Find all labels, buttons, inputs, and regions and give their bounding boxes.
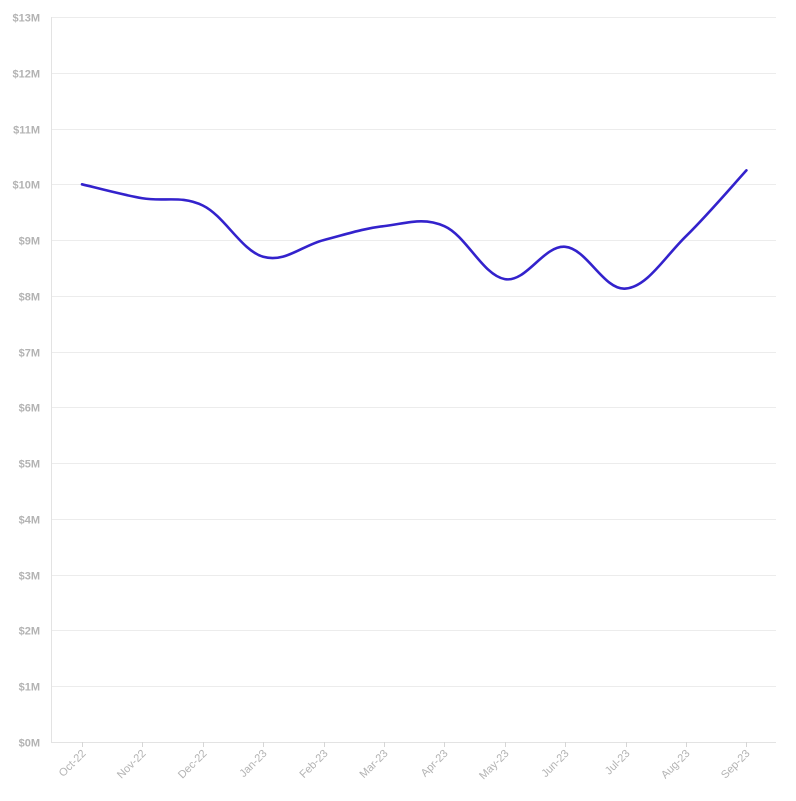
y-tick-label: $9M <box>19 236 40 248</box>
y-tick-label: $8M <box>19 292 40 304</box>
grid-layer <box>51 17 776 687</box>
y-axis-labels: $0M $1M $2M $3M $4M $5M $6M $7M $8M $9M $10M $11M $1… <box>12 13 40 750</box>
x-tick-label: Aug-23 <box>659 748 693 782</box>
y-tick-label: $6M <box>19 403 40 415</box>
series-line <box>80 169 748 290</box>
x-tick-label: May-23 <box>477 748 511 782</box>
y-tick-label: $1M <box>19 682 40 694</box>
y-tick-label: $7M <box>19 348 40 360</box>
y-tick-label: $2M <box>19 626 40 638</box>
x-tick-label: Sep-23 <box>719 748 753 782</box>
x-tick-label: Mar-23 <box>357 748 390 781</box>
y-tick-label: $3M <box>19 571 40 583</box>
x-tick-label: Apr-23 <box>419 748 451 780</box>
x-tick-label: Nov-22 <box>115 748 149 782</box>
y-tick-label: $4M <box>19 515 40 527</box>
y-tick-label: $5M <box>19 459 40 471</box>
x-tick-label: Oct-22 <box>57 748 89 780</box>
series-layer <box>80 169 748 290</box>
x-tick-label: Jan-23 <box>237 748 269 780</box>
x-tick-label: Jul-23 <box>603 748 633 778</box>
x-axis-labels: Oct-22 Nov-22 Dec-22 Jan-23 Feb-23 Mar-23 Apr-… <box>57 748 753 782</box>
x-tick-label: Feb-23 <box>297 748 330 781</box>
y-tick-label: $0M <box>19 738 40 750</box>
y-tick-label: $13M <box>12 13 40 25</box>
y-tick-label: $10M <box>12 180 40 192</box>
x-tick-label: Dec-22 <box>176 748 210 782</box>
x-tick-label: Jun-23 <box>539 748 571 780</box>
y-tick-label: $12M <box>12 69 40 81</box>
axis-layer <box>51 17 776 747</box>
y-tick-label: $11M <box>13 125 40 137</box>
